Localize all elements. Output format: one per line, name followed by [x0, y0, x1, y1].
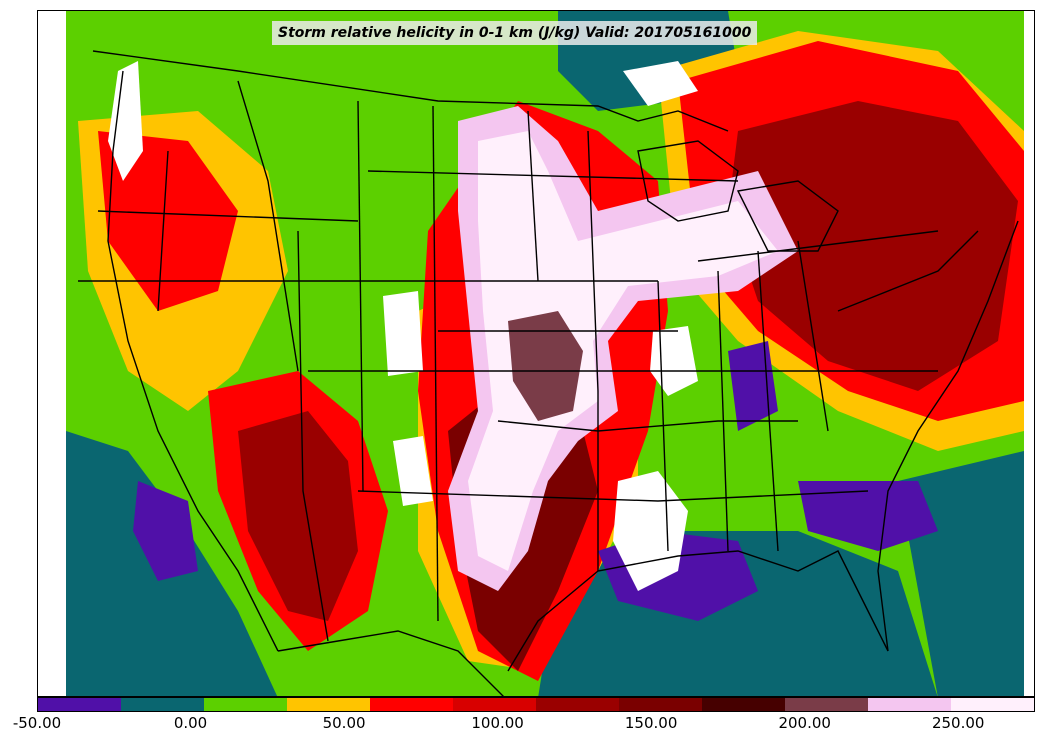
- us-canada-border: [92, 50, 729, 132]
- great-lakes-outline: [736, 180, 839, 252]
- us-mexico-border: [277, 630, 504, 696]
- map-title: Storm relative helicity in 0-1 km (J/kg)…: [272, 21, 758, 45]
- plume-white: [468, 131, 778, 571]
- colorbar-segment: [287, 698, 370, 711]
- band-purple-georgia: [798, 481, 938, 551]
- colorbar-segment: [785, 698, 868, 711]
- border-line: [657, 280, 669, 552]
- us-west-coast: [107, 70, 279, 652]
- border-line: [797, 240, 829, 432]
- border-line: [717, 270, 729, 552]
- colorbar-tick-label: 50.00: [322, 714, 366, 732]
- helicity-map: [38, 11, 1034, 696]
- band-red-west: [98, 131, 238, 311]
- colorbar-tick-label: 200.00: [778, 714, 831, 732]
- colorbar-segment: [868, 698, 951, 711]
- white-canada: [623, 61, 698, 106]
- colorbar-segment: [951, 698, 1034, 711]
- border-line: [587, 130, 599, 571]
- domain-edge-right: [1024, 11, 1034, 696]
- colorbar-tick-label: 100.00: [471, 714, 524, 732]
- east-coast: [877, 220, 1019, 652]
- border-line: [367, 170, 739, 182]
- border-line: [697, 230, 939, 262]
- border-line: [97, 210, 359, 222]
- colorbar-ticks: -50.00 0.00 50.00 100.00 150.00 200.00 250.00: [0, 712, 1044, 742]
- gulf-coast: [507, 550, 889, 672]
- colorbar-segment: [121, 698, 204, 711]
- colorbar: [37, 697, 1035, 712]
- border-line: [757, 250, 779, 552]
- border-line: [357, 100, 364, 492]
- colorbar-tick-label: -50.00: [12, 714, 62, 732]
- white-newmexico: [393, 436, 433, 506]
- border-line: [432, 105, 439, 622]
- colorbar-segment: [536, 698, 619, 711]
- band-darkred-southwest: [238, 411, 358, 621]
- band-purple-socal: [133, 481, 198, 581]
- plume-maroon-core: [508, 311, 583, 421]
- colorbar-segment: [453, 698, 536, 711]
- border-line: [837, 230, 979, 312]
- border-line: [297, 230, 329, 642]
- colorbar-segment: [702, 698, 785, 711]
- colorbar-tick-label: 150.00: [624, 714, 678, 732]
- great-lakes-outline: [637, 140, 739, 222]
- white-colorado: [383, 291, 423, 376]
- border-line: [497, 420, 798, 432]
- border-line: [237, 80, 299, 372]
- border-line: [527, 110, 539, 282]
- border-line: [357, 490, 869, 502]
- band-darkred-northeast: [728, 101, 1018, 391]
- colorbar-segment: [619, 698, 702, 711]
- white-oregon-coast: [108, 61, 143, 181]
- political-borders: [78, 50, 1019, 696]
- colorbar-segment: [38, 698, 121, 711]
- domain-edge-left: [38, 11, 66, 696]
- colorbar-tick-label: 0.00: [173, 714, 208, 732]
- border-line: [157, 150, 169, 312]
- colorbar-segment: [370, 698, 453, 711]
- colorbar-segment: [204, 698, 287, 711]
- map-frame: [37, 10, 1035, 697]
- colorbar-tick-label: 250.00: [931, 714, 985, 732]
